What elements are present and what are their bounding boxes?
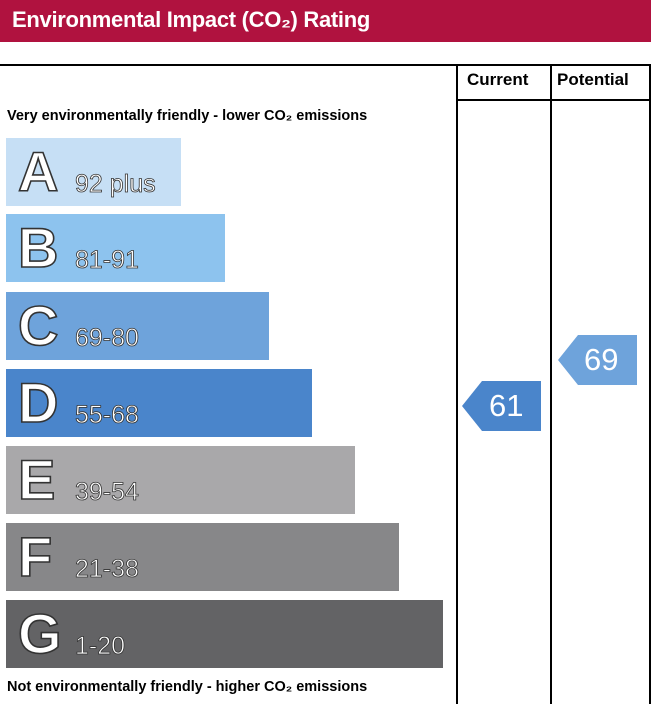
band-d: D 55-68	[6, 369, 312, 437]
band-letter: C	[17, 293, 59, 358]
band-f: F 21-38	[6, 523, 399, 591]
band-range: 81-91	[75, 246, 140, 274]
band-letter: F	[17, 524, 53, 589]
header-bar: Environmental Impact (CO₂) Rating	[0, 0, 651, 42]
band-range: 92 plus	[75, 170, 156, 198]
band-letter: G	[17, 601, 62, 666]
current-rating-value: 61	[489, 388, 524, 423]
band-c: C 69-80	[6, 292, 269, 360]
band-e: E 39-54	[6, 446, 355, 514]
potential-arrow-shape	[558, 335, 637, 385]
potential-column-divider	[550, 64, 552, 704]
current-rating-arrow: 61	[462, 381, 541, 431]
potential-rating-arrow: 69	[558, 335, 637, 385]
band-range: 69-80	[75, 324, 140, 352]
band-b: B 81-91	[6, 214, 225, 282]
current-column-divider	[456, 64, 458, 704]
band-letter: E	[17, 447, 56, 512]
current-arrow-shape	[462, 381, 541, 431]
potential-column-header: Potential	[557, 70, 629, 89]
band-range: 21-38	[75, 555, 140, 583]
column-header-divider	[456, 99, 651, 101]
top-caption: Very environmentally friendly - lower CO…	[7, 108, 368, 124]
right-border	[649, 64, 651, 704]
band-range: 1-20	[75, 632, 126, 660]
page-title: Environmental Impact (CO₂) Rating	[12, 7, 371, 32]
current-column-header: Current	[467, 70, 529, 89]
rating-table	[0, 64, 651, 706]
band-a: A 92 plus	[6, 138, 181, 206]
band-g: G 1-20	[6, 600, 443, 668]
band-letter: A	[17, 139, 59, 204]
band-letter: B	[17, 215, 59, 280]
band-letter: D	[17, 370, 59, 435]
band-range: 39-54	[75, 478, 140, 506]
bottom-caption: Not environmentally friendly - higher CO…	[7, 679, 368, 695]
potential-rating-value: 69	[584, 342, 619, 377]
band-range: 55-68	[75, 401, 140, 429]
